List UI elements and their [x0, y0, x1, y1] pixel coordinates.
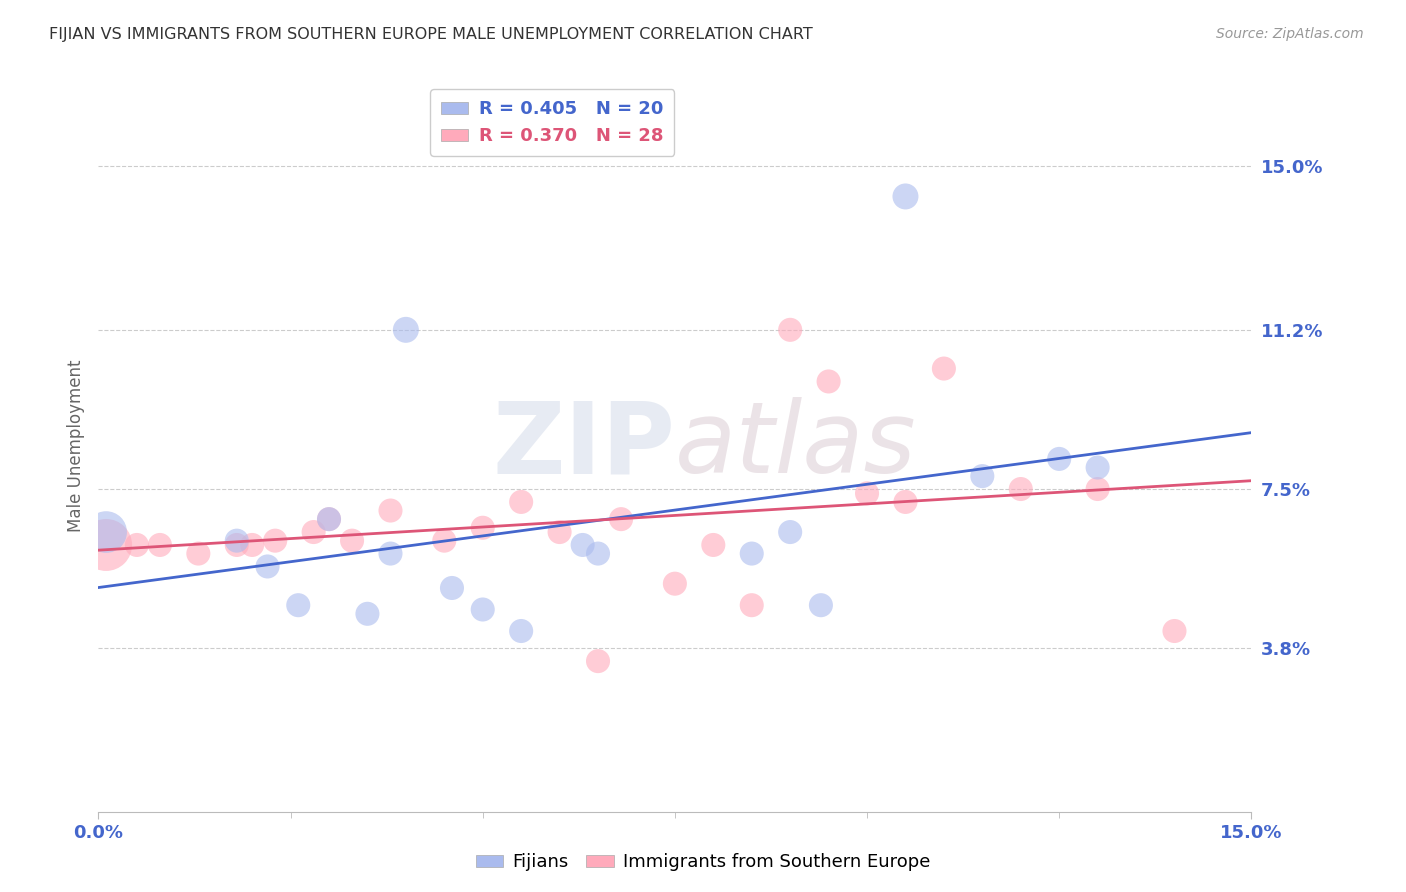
Point — [856, 486, 879, 500]
Point — [225, 533, 247, 548]
Point — [125, 538, 148, 552]
Point — [702, 538, 724, 552]
Point — [510, 624, 533, 638]
Point — [240, 538, 263, 552]
Point — [187, 547, 209, 561]
Point — [471, 602, 494, 616]
Point — [149, 538, 172, 552]
Point — [571, 538, 593, 552]
Point — [94, 538, 117, 552]
Point — [779, 524, 801, 539]
Point — [1087, 460, 1109, 475]
Point — [548, 524, 571, 539]
Point — [779, 323, 801, 337]
Point — [302, 524, 325, 539]
Point — [395, 323, 418, 337]
Point — [287, 598, 309, 612]
Text: Source: ZipAtlas.com: Source: ZipAtlas.com — [1216, 27, 1364, 41]
Point — [471, 521, 494, 535]
Y-axis label: Male Unemployment: Male Unemployment — [66, 359, 84, 533]
Point — [380, 547, 402, 561]
Point — [894, 189, 917, 203]
Point — [610, 512, 633, 526]
Point — [972, 469, 994, 483]
Text: ZIP: ZIP — [492, 398, 675, 494]
Legend: Fijians, Immigrants from Southern Europe: Fijians, Immigrants from Southern Europe — [468, 847, 938, 879]
Point — [256, 559, 278, 574]
Point — [440, 581, 463, 595]
Point — [510, 495, 533, 509]
Point — [741, 598, 763, 612]
Point — [318, 512, 340, 526]
Point — [225, 538, 247, 552]
Point — [356, 607, 378, 621]
Point — [810, 598, 832, 612]
Point — [664, 576, 686, 591]
Point — [586, 654, 609, 668]
Point — [433, 533, 456, 548]
Text: FIJIAN VS IMMIGRANTS FROM SOUTHERN EUROPE MALE UNEMPLOYMENT CORRELATION CHART: FIJIAN VS IMMIGRANTS FROM SOUTHERN EUROP… — [49, 27, 813, 42]
Point — [817, 375, 839, 389]
Point — [586, 547, 609, 561]
Point — [894, 495, 917, 509]
Point — [1087, 482, 1109, 496]
Point — [264, 533, 287, 548]
Legend: R = 0.405   N = 20, R = 0.370   N = 28: R = 0.405 N = 20, R = 0.370 N = 28 — [430, 89, 675, 156]
Point — [380, 503, 402, 517]
Point — [932, 361, 955, 376]
Point — [318, 512, 340, 526]
Point — [741, 547, 763, 561]
Point — [94, 524, 117, 539]
Point — [1047, 451, 1070, 466]
Point — [1010, 482, 1032, 496]
Point — [340, 533, 363, 548]
Point — [1163, 624, 1185, 638]
Text: atlas: atlas — [675, 398, 917, 494]
